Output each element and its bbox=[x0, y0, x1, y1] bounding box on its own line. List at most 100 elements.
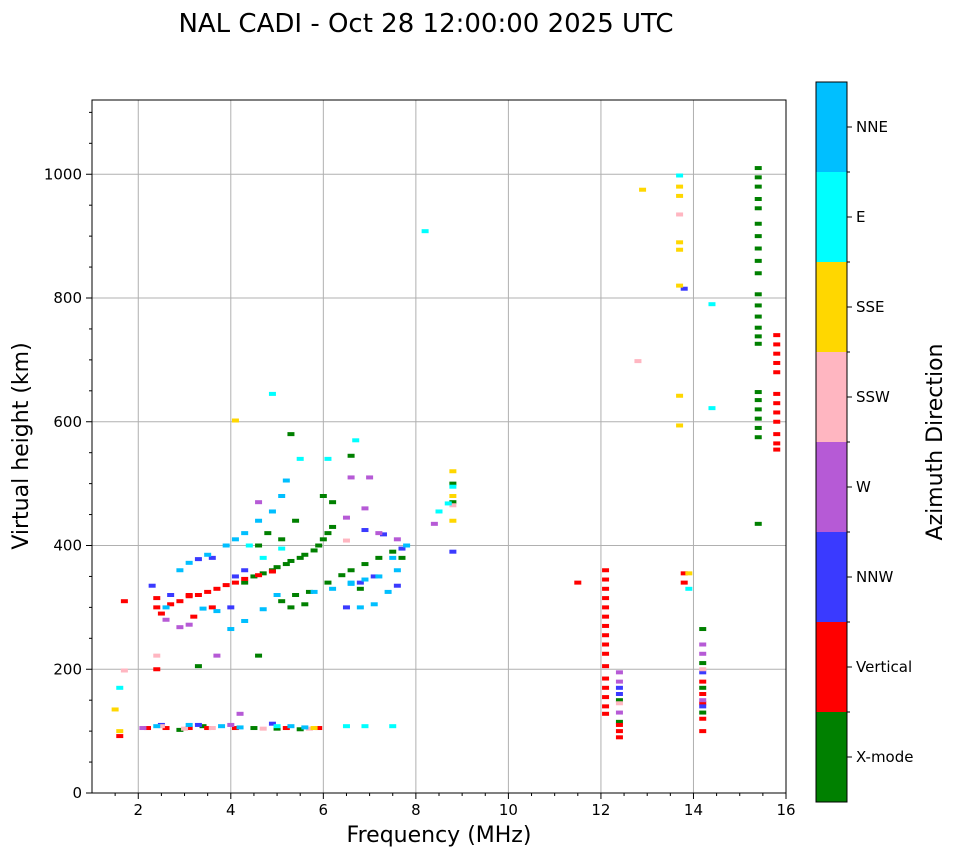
data-point bbox=[754, 166, 762, 171]
data-point bbox=[754, 221, 762, 226]
x-tick-label: 10 bbox=[499, 801, 518, 819]
data-point bbox=[449, 503, 457, 508]
data-point bbox=[403, 543, 411, 548]
colorbar-segment bbox=[816, 172, 847, 262]
data-point bbox=[259, 555, 267, 560]
data-point bbox=[602, 568, 610, 573]
data-point bbox=[699, 716, 707, 721]
data-point bbox=[157, 611, 165, 616]
data-point bbox=[139, 726, 147, 731]
data-point bbox=[389, 724, 397, 729]
data-point bbox=[754, 271, 762, 276]
data-point bbox=[208, 726, 216, 731]
data-point bbox=[296, 727, 304, 732]
data-point bbox=[278, 599, 286, 604]
data-point bbox=[754, 184, 762, 189]
series-sse bbox=[111, 184, 693, 734]
data-point bbox=[699, 698, 707, 703]
data-point bbox=[773, 419, 781, 424]
data-point bbox=[389, 549, 397, 554]
data-point bbox=[449, 518, 457, 523]
data-point bbox=[361, 528, 369, 533]
data-point bbox=[342, 724, 350, 729]
data-point bbox=[449, 549, 457, 554]
data-point bbox=[602, 596, 610, 601]
data-point bbox=[754, 407, 762, 412]
data-point bbox=[356, 580, 364, 585]
data-point bbox=[268, 721, 276, 726]
data-point bbox=[120, 599, 128, 604]
data-point bbox=[680, 571, 688, 576]
data-point bbox=[301, 552, 309, 557]
data-point bbox=[204, 552, 212, 557]
data-point bbox=[699, 685, 707, 690]
data-point bbox=[185, 560, 193, 565]
data-point bbox=[342, 605, 350, 610]
data-points bbox=[111, 166, 781, 740]
data-point bbox=[241, 618, 249, 623]
data-point bbox=[602, 685, 610, 690]
data-point bbox=[324, 456, 332, 461]
data-point bbox=[111, 707, 119, 712]
data-point bbox=[708, 406, 716, 411]
data-point bbox=[231, 726, 239, 731]
y-tick-label: 600 bbox=[53, 413, 82, 431]
data-point bbox=[676, 247, 684, 252]
data-point bbox=[449, 484, 457, 489]
colorbar-tick-label: SSW bbox=[856, 388, 890, 406]
colorbar-tick-label: SSE bbox=[856, 298, 885, 316]
y-tick-label: 800 bbox=[53, 289, 82, 307]
data-point bbox=[282, 478, 290, 483]
data-point bbox=[398, 546, 406, 551]
data-point bbox=[310, 726, 318, 731]
data-point bbox=[278, 537, 286, 542]
data-point bbox=[213, 586, 221, 591]
data-point bbox=[754, 234, 762, 239]
data-point bbox=[194, 557, 202, 562]
data-point bbox=[615, 710, 623, 715]
data-point bbox=[375, 555, 383, 560]
series-e bbox=[116, 173, 716, 729]
data-point bbox=[680, 580, 688, 585]
y-tick-label: 0 bbox=[72, 784, 82, 802]
data-point bbox=[615, 701, 623, 706]
data-point bbox=[754, 334, 762, 339]
series-nnw bbox=[148, 286, 707, 727]
data-point bbox=[352, 438, 360, 443]
data-point bbox=[301, 725, 309, 730]
data-point bbox=[231, 537, 239, 542]
colorbar-tick-label: X-mode bbox=[856, 748, 913, 766]
data-point bbox=[176, 599, 184, 604]
data-point bbox=[634, 359, 642, 364]
data-point bbox=[185, 722, 193, 727]
data-point bbox=[699, 692, 707, 696]
x-tick-label: 4 bbox=[226, 801, 236, 819]
data-point bbox=[218, 724, 226, 729]
data-point bbox=[361, 562, 369, 567]
data-point bbox=[699, 679, 707, 684]
data-point bbox=[699, 701, 707, 706]
data-point bbox=[773, 370, 781, 375]
data-point bbox=[754, 246, 762, 251]
data-point bbox=[347, 475, 355, 480]
data-point bbox=[278, 546, 286, 551]
data-point bbox=[305, 726, 313, 731]
y-axis-label: Virtual height (km) bbox=[9, 342, 34, 549]
data-point bbox=[398, 555, 406, 560]
data-point bbox=[208, 605, 216, 610]
data-point bbox=[773, 351, 781, 356]
colorbar-tick-label: E bbox=[856, 208, 865, 226]
x-tick-label: 8 bbox=[411, 801, 421, 819]
data-point bbox=[162, 617, 170, 622]
data-point bbox=[708, 302, 716, 307]
colorbar-segment bbox=[816, 532, 847, 622]
data-point bbox=[144, 726, 152, 731]
data-point bbox=[236, 725, 244, 730]
data-point bbox=[250, 726, 258, 731]
data-point bbox=[699, 670, 707, 675]
data-point bbox=[282, 562, 290, 567]
data-point bbox=[602, 676, 610, 681]
data-point bbox=[231, 418, 239, 423]
data-point bbox=[430, 521, 438, 526]
data-point bbox=[421, 229, 429, 234]
